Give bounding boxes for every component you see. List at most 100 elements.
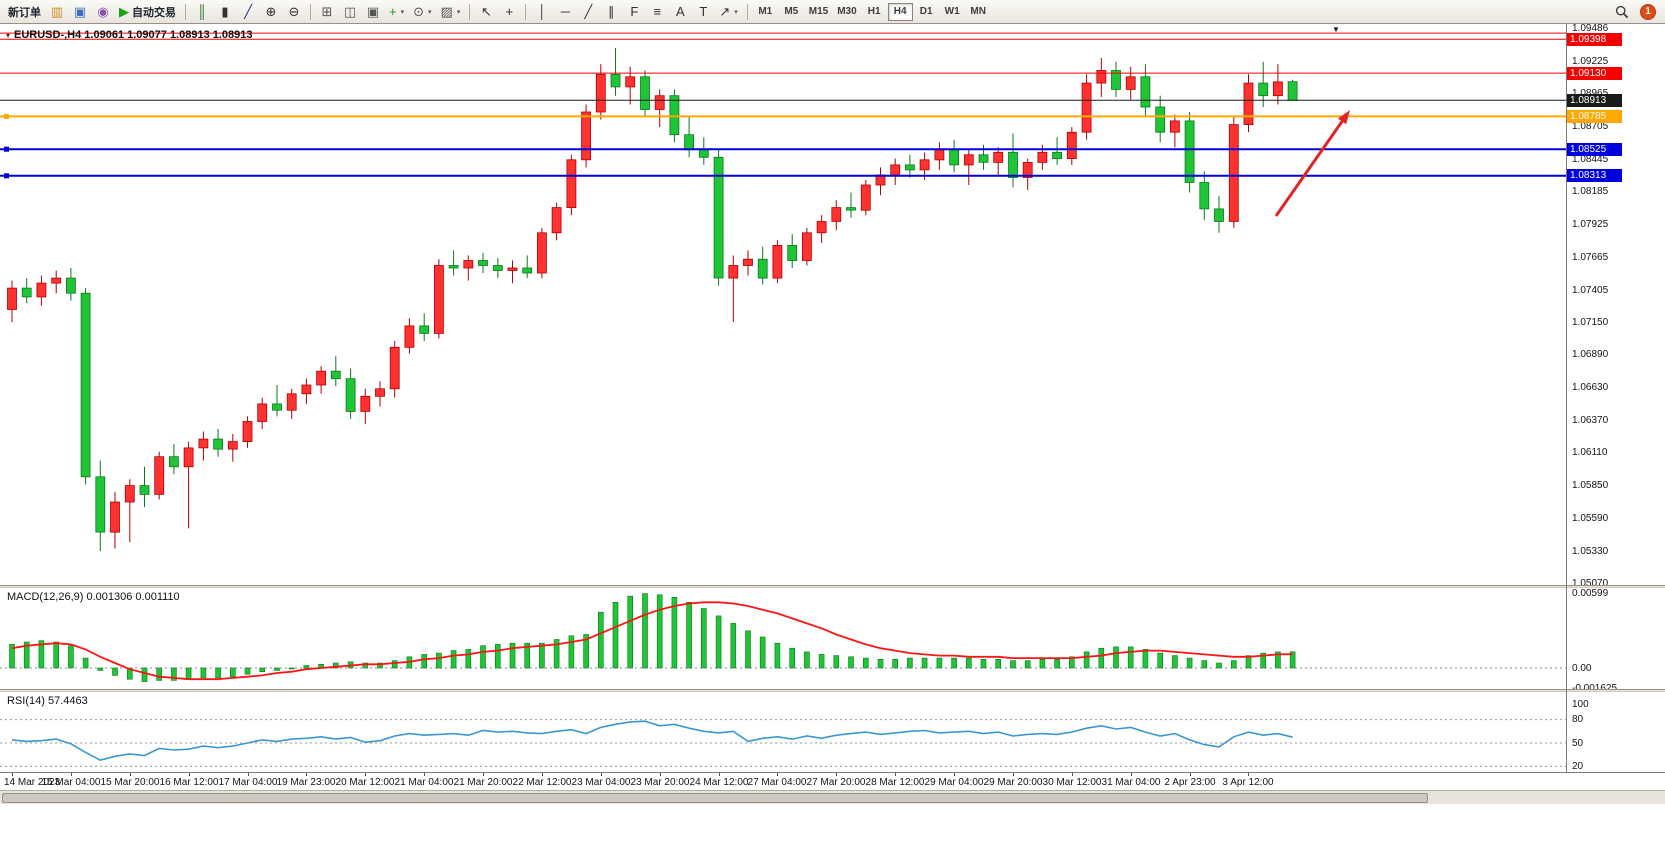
tile-windows-button[interactable]: ◫ (339, 2, 361, 22)
search-button[interactable] (1611, 2, 1633, 22)
date-axis-label: 21 Mar 20:00 (453, 777, 513, 788)
price-tag[interactable]: 1.08913 (1567, 93, 1622, 107)
macd-histogram-bar (259, 667, 266, 673)
bar-chart-button[interactable]: ║ (191, 2, 213, 22)
charts-window-button[interactable]: ▥ (46, 2, 68, 22)
templates-button[interactable]: ▨ ▾ (437, 2, 465, 22)
candle (1214, 208, 1224, 222)
pane-splitter[interactable] (0, 585, 1665, 588)
chart-type-group: ║ ▮ ╱ ⊕ ⊖ (191, 2, 305, 22)
line-handle[interactable] (4, 173, 9, 179)
macd-histogram-bar (288, 667, 295, 670)
candle (566, 159, 577, 209)
line-handle[interactable] (4, 113, 9, 119)
arrow-annotation[interactable] (1274, 117, 1346, 217)
zoom-out-button[interactable]: ⊖ (283, 2, 305, 22)
line-handle[interactable] (4, 146, 9, 152)
candle (610, 73, 621, 88)
timeframe-button-d1[interactable]: D1 (914, 3, 939, 21)
macd-histogram-bar (907, 657, 913, 669)
arrows-tool-button[interactable]: ↗ ▾ (715, 2, 741, 22)
macd-histogram-bar (1024, 660, 1031, 669)
candlestick-chart-button[interactable]: ▮ (214, 2, 236, 22)
vertical-line-button[interactable]: │ (531, 2, 553, 22)
channel-icon: ∥ (608, 4, 615, 19)
timeframe-button-h4[interactable]: H4 (887, 2, 913, 21)
channel-button[interactable]: ∥ (600, 2, 622, 22)
rsi-axis: 100 80 50 20 (1567, 692, 1665, 772)
timeframe-button-h1[interactable]: H1 (862, 3, 887, 21)
timeframe-button-m1[interactable]: M1 (753, 3, 778, 21)
price-axis-label: 1.09486 (1572, 22, 1609, 34)
price-tag[interactable]: 1.08525 (1567, 142, 1622, 156)
macd-histogram-bar (127, 667, 133, 680)
date-axis-label: 27 Mar 04:00 (747, 777, 807, 788)
autotrade-icon: ▶ (119, 4, 129, 19)
price-tag[interactable]: 1.08313 (1567, 169, 1622, 183)
macd-histogram-bar (1186, 657, 1193, 669)
notification-badge[interactable]: 1 (1640, 3, 1656, 20)
candle (772, 244, 783, 279)
date-tick (1013, 773, 1014, 776)
pane-splitter[interactable] (0, 689, 1665, 692)
macd-histogram-bar (332, 662, 339, 669)
timeframe-button-m5[interactable]: M5 (779, 3, 804, 21)
timeframe-button-mn[interactable]: MN (966, 3, 991, 21)
timeframe-button-m30[interactable]: M30 (833, 3, 860, 21)
zoom-in-button[interactable]: ⊕ (260, 2, 282, 22)
chart-window: ▾ EURUSD-,H4 1.09061 1.09077 1.08913 1.0… (0, 22, 1665, 844)
candle (654, 95, 665, 110)
macd-axis-label: 0.00599 (1572, 588, 1609, 600)
data-window-button[interactable]: ▣ (69, 2, 91, 22)
candle (993, 151, 1004, 163)
rsi-indicator-pane (0, 719, 1566, 767)
date-axis-label: 23 Mar 20:00 (630, 777, 690, 788)
price-tag[interactable]: 1.09130 (1567, 66, 1622, 80)
candle (168, 456, 179, 468)
lines-tools-button[interactable]: ≡ (646, 2, 668, 22)
candle (80, 292, 91, 478)
price-axis-label: 1.06630 (1572, 382, 1609, 393)
price-tag[interactable]: 1.08785 (1567, 109, 1622, 123)
horizontal-line-button[interactable]: ─ (554, 2, 576, 22)
candle (1096, 70, 1107, 84)
macd-histogram-bar (68, 645, 74, 669)
periods-button[interactable]: ⊙ ▾ (409, 2, 435, 22)
indicators-button[interactable]: + ▾ (385, 2, 408, 22)
chart-menu-caret-icon[interactable]: ▾ (6, 30, 11, 40)
candle (21, 287, 32, 298)
candle (286, 393, 297, 411)
line-chart-button[interactable]: ╱ (237, 2, 259, 22)
macd-histogram-bar (1127, 646, 1134, 669)
chart-title-text: EURUSD-,H4 1.09061 1.09077 1.08913 1.089… (14, 29, 253, 41)
price-tag[interactable]: 1.09398 (1567, 32, 1622, 46)
macd-histogram-bar (804, 651, 810, 669)
chart-shift-marker-icon[interactable]: ▼ (1332, 25, 1340, 34)
candle (816, 221, 827, 234)
new-order-button[interactable]: 新订单 (4, 2, 45, 22)
macd-histogram-bar (745, 630, 751, 669)
candle (272, 403, 282, 411)
fibonacci-button[interactable]: F (623, 2, 645, 22)
candle (728, 265, 739, 279)
new-chart-button[interactable]: ⊞ (316, 2, 338, 22)
macd-histogram-bar (1245, 655, 1252, 669)
macd-histogram-bar (509, 642, 516, 669)
autotrade-button[interactable]: ▶ 自动交易 (115, 2, 180, 22)
crosshair-button[interactable]: + (498, 2, 520, 22)
macd-histogram-bar (1039, 659, 1046, 669)
text-button[interactable]: A (669, 2, 691, 22)
macd-histogram-bar (730, 623, 737, 669)
candle (492, 265, 503, 271)
periods-icon: ⊙ (413, 4, 425, 19)
cascade-windows-button[interactable]: ▣ (362, 2, 384, 22)
timeframe-button-m15[interactable]: M15 (805, 3, 832, 21)
candle (949, 149, 959, 166)
cursor-button[interactable]: ↖ (475, 2, 497, 22)
history-center-button[interactable]: ◉ (92, 2, 114, 22)
trendline-button[interactable]: ╱ (577, 2, 599, 22)
candle (1140, 76, 1151, 108)
label-button[interactable]: T (692, 2, 714, 22)
timeframe-button-w1[interactable]: W1 (940, 3, 965, 21)
scrollbar-thumb[interactable] (2, 793, 1428, 803)
